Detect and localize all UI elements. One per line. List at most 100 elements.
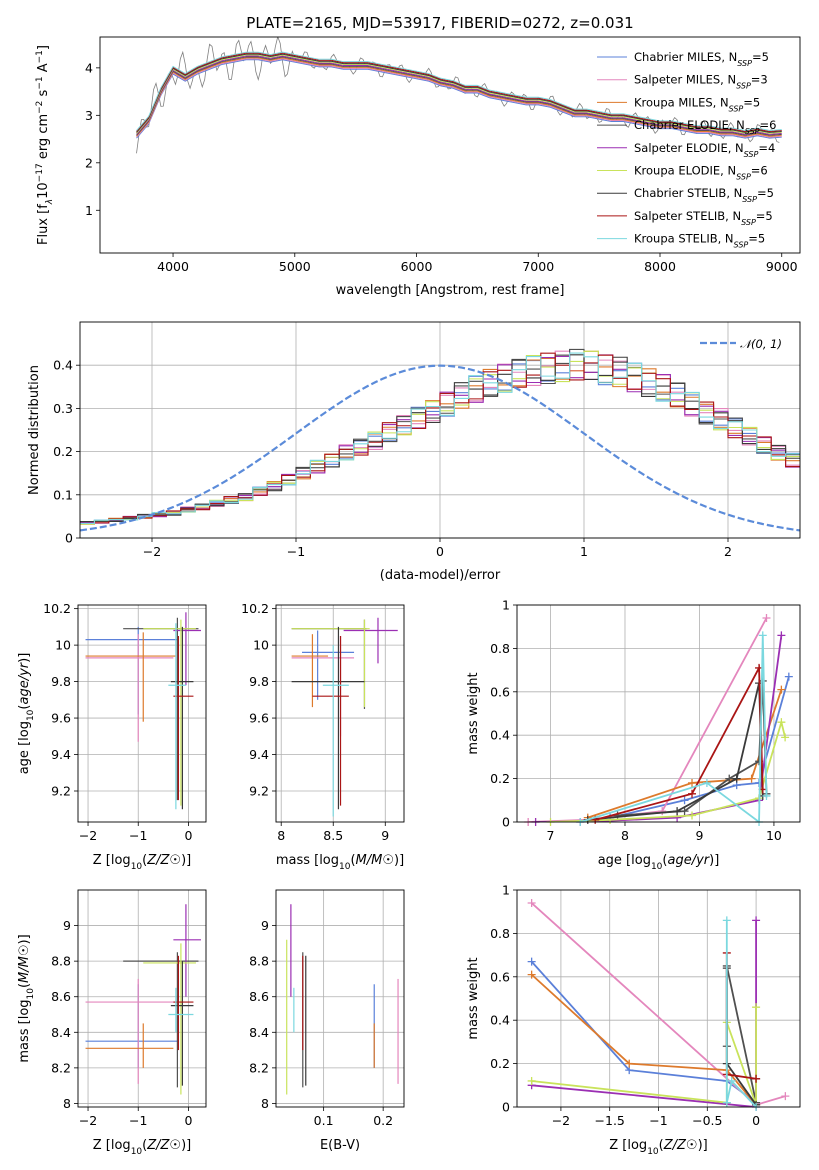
x-tick-label: −2	[79, 1113, 97, 1128]
figure-title: PLATE=2165, MJD=53917, FIBERID=0272, z=0…	[246, 14, 633, 32]
y-tick-label: 9.6	[249, 711, 269, 726]
model-spectrum-line	[136, 55, 782, 135]
y-tick-label: 0.1	[53, 487, 73, 502]
x-tick-label: −2	[552, 1113, 570, 1128]
mass-weight-line	[580, 635, 768, 822]
mass-weight-marker	[527, 970, 536, 979]
y-tick-label: 10	[253, 638, 269, 653]
y-tick-label: 0.6	[490, 684, 510, 699]
mass-weight-marker	[781, 733, 790, 742]
y-tick-label: 9	[63, 918, 71, 933]
axes-frame	[77, 889, 207, 1108]
mass-weight-marker	[758, 631, 767, 640]
legend-label: Chabrier STELIB, NSSP=5	[634, 186, 774, 204]
mass-weight-marker	[727, 1076, 736, 1085]
model-spectrum-line	[136, 54, 782, 134]
y-tick-label: 0.6	[490, 969, 510, 984]
legend-label: Kroupa MILES, NSSP=5	[634, 95, 760, 113]
x-tick-label: 0	[184, 1113, 192, 1128]
mass-weight-marker	[784, 672, 793, 681]
y-axis-label: mass [log10(M/M☉)]	[17, 934, 36, 1062]
x-axis-label: mass [log10(M/M☉)]	[276, 853, 404, 872]
y-tick-label: 0.8	[490, 926, 510, 941]
x-tick-label: 10	[766, 828, 782, 843]
mass-weight-marker	[613, 811, 622, 820]
y-tick-label: 8.6	[249, 989, 269, 1004]
x-tick-label: −2	[143, 544, 161, 559]
x-axis-label: Z [log10(Z/Z☉)]	[93, 1138, 191, 1157]
model-spectrum-line	[136, 57, 782, 137]
x-tick-label: −0.5	[692, 1113, 722, 1128]
y-tick-label: 4	[85, 60, 93, 75]
x-tick-label: 9000	[766, 259, 798, 274]
x-axis-label: Z [log10(Z/Z☉)]	[93, 853, 191, 872]
mass-weight-marker	[777, 631, 786, 640]
mass-weight-line	[594, 664, 764, 821]
mass-weight-marker	[688, 789, 697, 798]
x-tick-label: −1	[649, 1113, 667, 1128]
model-spectrum-line	[136, 58, 782, 138]
legend-label: Salpeter MILES, NSSP=3	[634, 73, 768, 91]
x-tick-label: 0.1	[314, 1113, 334, 1128]
y-tick-label: 10	[55, 638, 71, 653]
x-tick-label: 0	[752, 1113, 760, 1128]
x-axis-label: E(B-V)	[320, 1138, 360, 1153]
model-spectrum-line	[136, 51, 782, 132]
model-spectrum-line	[136, 56, 782, 136]
model-spectrum-line	[136, 53, 782, 133]
x-axis-label: Z [log10(Z/Z☉)]	[609, 1138, 707, 1157]
plot-age-vs-Z: −2 −1 0 9.2 9.4 9.6 9.8 10 10.2 Z [log10(Z/Z☉)] ag…	[17, 601, 207, 872]
x-tick-label: 8.5	[323, 828, 343, 843]
x-tick-label: −1	[129, 828, 147, 843]
mass-weight-marker	[762, 614, 771, 623]
mass-weight-line	[725, 952, 757, 1080]
mass-weight-marker	[762, 791, 771, 800]
x-tick-label: 7000	[522, 259, 554, 274]
mass-weight-line	[531, 920, 757, 1107]
legend-label: Kroupa ELODIE, NSSP=6	[634, 164, 768, 182]
mass-weight-marker	[752, 1074, 761, 1083]
mass-weight-marker	[680, 796, 689, 805]
axes-frame	[275, 604, 405, 823]
axes-frame	[77, 604, 207, 823]
mass-weight-marker	[777, 685, 786, 694]
mass-weight-marker	[527, 957, 536, 966]
x-tick-label: 9	[381, 828, 389, 843]
y-tick-label: 8.4	[51, 1025, 71, 1040]
legend-label: Chabrier MILES, NSSP=5	[634, 50, 769, 68]
mass-weight-line	[587, 682, 764, 821]
model-spectrum-line	[136, 52, 782, 132]
y-tick-label: 8	[261, 1096, 269, 1111]
y-tick-label: 0.4	[53, 358, 73, 373]
mass-weight-line	[587, 689, 783, 819]
plot-mass-weight-vs-Z: −2 −1.5 −1 −0.5 0 0 0.2 0.4 0.6 0.8 1 Z [log10(Z/Z☉…	[466, 883, 801, 1157]
mass-weight-marker	[732, 774, 741, 783]
axes-frame	[516, 604, 801, 823]
x-tick-label: 8000	[644, 259, 676, 274]
y-tick-label: 9.2	[249, 784, 269, 799]
y-tick-label: 9.2	[51, 784, 71, 799]
y-tick-label: 0.2	[490, 771, 510, 786]
x-tick-label: 5000	[279, 259, 311, 274]
legend: Chabrier MILES, NSSP=5 Salpeter MILES, NS…	[597, 50, 776, 249]
y-tick-label: 1	[502, 883, 510, 898]
y-tick-label: 1	[502, 598, 510, 613]
x-tick-label: 9	[695, 828, 703, 843]
x-tick-label: 0	[436, 544, 444, 559]
mass-weight-marker	[722, 1098, 731, 1107]
mass-weight-marker	[725, 774, 734, 783]
y-tick-label: 10.2	[43, 601, 71, 616]
y-tick-label: 0.2	[53, 444, 73, 459]
x-tick-label: 1	[580, 544, 588, 559]
legend-label: 𝒩(0, 1)	[740, 337, 782, 351]
x-tick-label: −1	[129, 1113, 147, 1128]
x-tick-label: −2	[79, 828, 97, 843]
x-tick-label: 4000	[157, 259, 189, 274]
model-spectrum-line	[136, 59, 782, 139]
y-tick-label: 9.8	[51, 674, 71, 689]
y-tick-label: 8.8	[51, 954, 71, 969]
x-tick-label: 8	[277, 828, 285, 843]
mass-weight-marker	[777, 718, 786, 727]
y-tick-label: 0	[65, 531, 73, 546]
